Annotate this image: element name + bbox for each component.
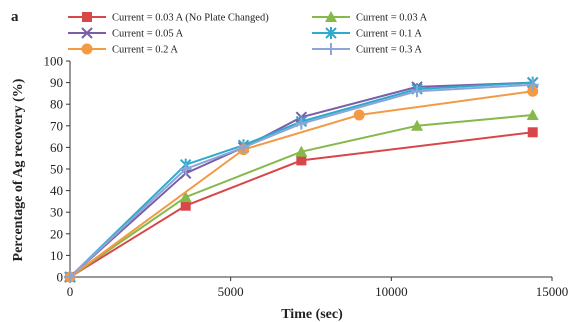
y-tick-label: 70 [50, 118, 63, 133]
legend: Current = 0.03 A (No Plate Changed) Curre… [68, 11, 428, 56]
legend-item: Current = 0.05 A [68, 27, 184, 40]
plot-area: 0 10 20 30 40 50 60 70 80 90 100 0 5000 10000 15000 [44, 54, 569, 300]
legend-item: Current = 0.03 A (No Plate Changed) [68, 12, 269, 24]
marker-shape [526, 109, 539, 120]
data-point [527, 85, 539, 97]
data-point [64, 271, 76, 283]
legend-label: Current = 0.1 A [356, 29, 422, 40]
x-axis-label: Time (sec) [281, 307, 343, 322]
marker-shape [180, 200, 191, 211]
legend-item: Current = 0.3 A [312, 43, 422, 56]
legend-marker [325, 11, 337, 22]
data-point [411, 85, 424, 98]
legend-label: Current = 0.05 A [112, 29, 184, 40]
legend-label: Current = 0.3 A [356, 45, 422, 56]
legend-marker [81, 43, 93, 55]
data-point [295, 145, 308, 157]
marker-shape [296, 155, 307, 166]
y-tick-label: 50 [50, 162, 63, 177]
series-line [69, 81, 533, 278]
y-tick-label: 90 [50, 75, 63, 90]
y-tick-label: 20 [50, 226, 63, 241]
data-point [180, 200, 191, 211]
marker-shape [237, 141, 250, 154]
legend-label: Current = 0.2 A [112, 45, 178, 56]
data-point [179, 191, 192, 203]
y-tick-label: 10 [50, 248, 63, 263]
marker-shape [82, 12, 92, 22]
series-line [69, 81, 533, 278]
legend-item: Current = 0.1 A [312, 27, 422, 40]
legend-label: Current = 0.03 A [356, 13, 428, 24]
marker-shape [325, 27, 337, 39]
marker-shape [527, 85, 539, 97]
marker-shape [353, 109, 365, 121]
legend-marker [325, 27, 337, 39]
data-point [179, 163, 192, 175]
marker-shape [81, 27, 93, 39]
marker-shape [81, 43, 93, 55]
y-tick-label: 100 [44, 54, 64, 69]
marker-shape [526, 78, 539, 91]
y-tick-label: 80 [50, 97, 63, 112]
series-line [69, 114, 533, 278]
data-point [526, 109, 539, 120]
panel-label: a [11, 9, 19, 25]
marker-shape [295, 117, 308, 130]
data-point [296, 155, 307, 166]
legend-item: Current = 0.03 A [312, 11, 428, 24]
y-axis-label: Percentage of Ag recovery (%) [11, 78, 26, 261]
marker-shape [411, 85, 424, 98]
marker-shape [325, 11, 337, 22]
data-point [353, 109, 365, 121]
marker-shape [179, 163, 192, 175]
legend-item: Current = 0.2 A [68, 43, 178, 56]
data-point [411, 119, 424, 131]
y-tick-label: 30 [50, 205, 63, 220]
legend-marker [82, 12, 92, 22]
y-tick-label: 0 [57, 270, 64, 285]
data-point [526, 78, 539, 91]
data-point [295, 117, 308, 130]
x-tick-label: 10000 [375, 284, 408, 299]
y-tick-label: 60 [50, 140, 63, 155]
data-point [237, 141, 250, 154]
series-line [69, 83, 533, 278]
marker-shape [325, 43, 337, 55]
marker-shape [179, 191, 192, 203]
legend-label: Current = 0.03 A (No Plate Changed) [112, 13, 269, 24]
y-tick-label: 40 [50, 183, 63, 198]
marker-shape [295, 145, 308, 157]
legend-marker [325, 43, 337, 55]
x-tick-label: 15000 [536, 284, 569, 299]
x-tick-label: 5000 [218, 284, 244, 299]
legend-marker [81, 27, 93, 39]
x-tick-label: 0 [67, 284, 74, 299]
data-point [527, 127, 538, 138]
marker-shape [64, 271, 76, 283]
marker-shape [527, 127, 538, 138]
series-line [69, 90, 533, 278]
marker-shape [411, 119, 424, 131]
series-line [69, 131, 533, 278]
